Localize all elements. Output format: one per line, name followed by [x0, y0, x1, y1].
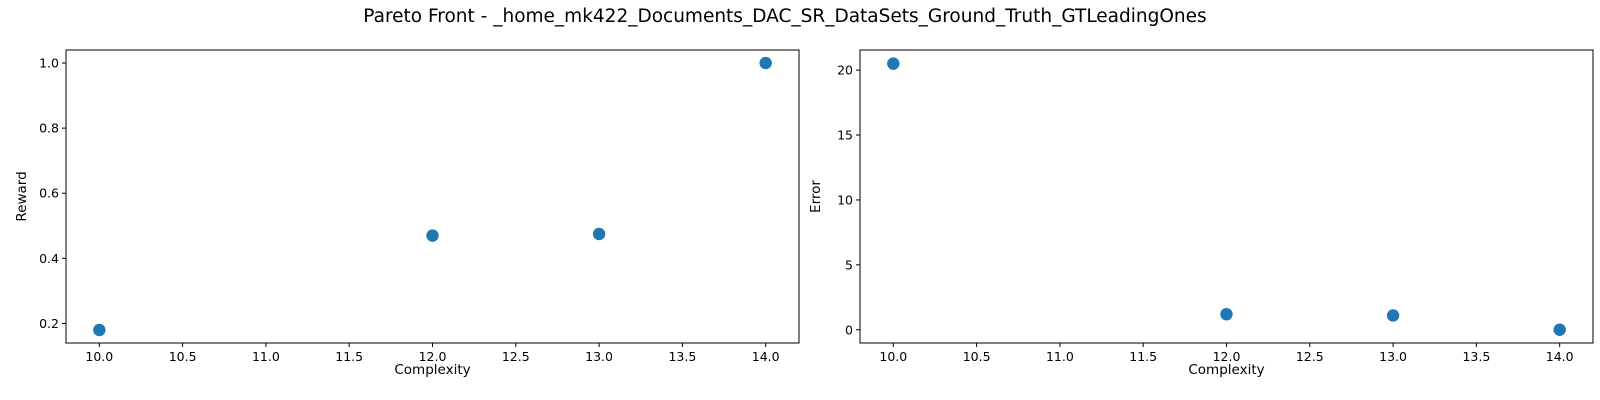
reward-plot: 10.0 10.5 11.0 11.5 12.0 12.5 13.0 13.5 14.0 0.2 0…	[14, 49, 800, 378]
data-point	[1386, 309, 1400, 322]
y-tick-label: 0.8	[39, 121, 59, 136]
x-tick-label: 14.0	[1546, 349, 1574, 364]
y-tick-label: 0	[845, 322, 853, 337]
x-tick-label: 10.5	[963, 349, 991, 364]
x-tick-label: 12.5	[1296, 349, 1324, 364]
y-tick-label: 10	[837, 192, 853, 207]
figure-title: Pareto Front - _home_mk422_Documents_DAC…	[363, 6, 1207, 27]
axes-frame	[65, 49, 800, 344]
y-tick-label: 0.6	[39, 186, 59, 201]
axes-frame	[859, 49, 1594, 344]
x-tick-label: 13.5	[668, 349, 696, 364]
x-axis-label: Complexity	[394, 362, 470, 378]
x-tick-label: 11.0	[252, 349, 280, 364]
data-point	[1220, 307, 1233, 321]
y-axis-label: Reward	[14, 171, 30, 221]
x-tick-label: 10.5	[169, 349, 197, 364]
y-tick-label: 15	[837, 128, 853, 143]
x-tick-label: 13.0	[1379, 349, 1407, 364]
data-point	[759, 56, 772, 70]
error-plot: 10.0 10.5 11.0 11.5 12.0 12.5 13.0 13.5 14.0 0 5 10…	[808, 49, 1594, 378]
x-tick-label: 13.0	[585, 349, 613, 364]
x-tick-label: 13.5	[1462, 349, 1490, 364]
x-tick-label: 12.5	[502, 349, 530, 364]
y-tick-label: 0.4	[39, 251, 59, 266]
x-tick-label: 12.0	[419, 349, 447, 364]
x-tick-label: 11.5	[1129, 349, 1157, 364]
data-point	[426, 229, 439, 242]
y-tick-label: 20	[837, 63, 853, 78]
y-tick-label: 5	[845, 257, 853, 272]
y-tick-label: 1.0	[39, 56, 59, 71]
y-axis-label: Error	[808, 180, 824, 213]
x-axis-label: Complexity	[1188, 362, 1264, 378]
x-tick-label: 10.0	[879, 349, 907, 364]
data-point	[887, 57, 900, 70]
x-tick-label: 12.0	[1213, 349, 1241, 364]
data-point	[93, 323, 106, 337]
data-point	[592, 227, 606, 241]
y-tick-label: 0.2	[39, 316, 59, 331]
data-point	[1553, 323, 1566, 336]
x-tick-label: 14.0	[752, 349, 780, 364]
x-tick-label: 11.0	[1046, 349, 1074, 364]
x-tick-label: 10.0	[85, 349, 113, 364]
x-tick-label: 11.5	[335, 349, 363, 364]
